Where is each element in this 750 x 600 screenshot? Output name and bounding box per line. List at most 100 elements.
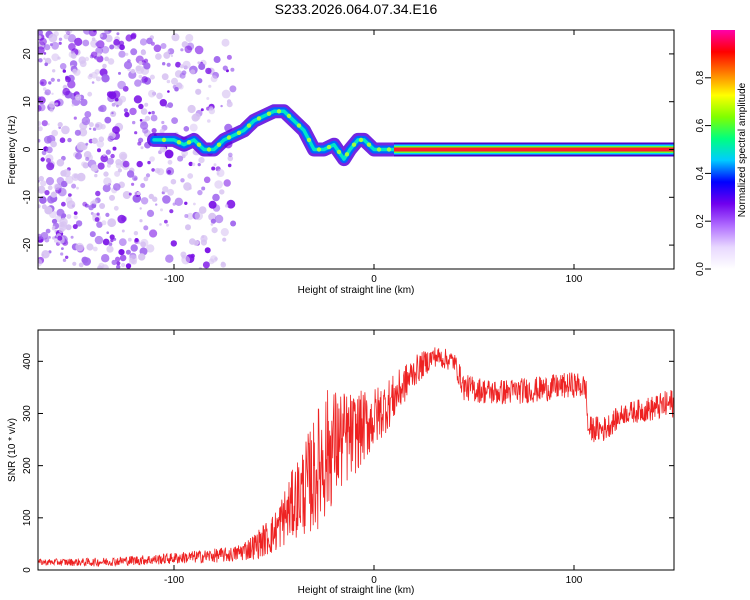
noise-dot [38, 105, 42, 112]
noise-dot [85, 142, 89, 146]
noise-dot [47, 185, 53, 191]
noise-dot [63, 33, 69, 40]
noise-dot [79, 60, 87, 68]
noise-dot [108, 30, 112, 33]
noise-dot [223, 179, 231, 187]
noise-dot [133, 95, 142, 104]
noise-dot [74, 129, 81, 136]
noise-dot [198, 206, 207, 214]
noise-dot [38, 96, 46, 105]
noise-dot [107, 58, 115, 65]
noise-dot [95, 190, 101, 197]
noise-dot [97, 52, 101, 57]
noise-dot [39, 79, 47, 87]
noise-dot [151, 128, 157, 134]
noise-dot [179, 72, 186, 79]
noise-dot [111, 259, 117, 266]
noise-dot [117, 168, 122, 173]
noise-dot [91, 81, 95, 84]
noise-dot [148, 111, 152, 115]
noise-dot [220, 228, 229, 237]
noise-dot [121, 229, 125, 233]
noise-dot [106, 231, 109, 234]
noise-dot [213, 56, 221, 63]
noise-dot [71, 173, 80, 181]
noise-dot [67, 80, 76, 89]
noise-dot [138, 103, 144, 110]
noise-dot [134, 238, 139, 242]
noise-dot [140, 238, 149, 248]
noise-dot [134, 79, 142, 87]
noise-dot [67, 34, 77, 43]
noise-dot [38, 30, 43, 36]
noise-dot [58, 41, 62, 45]
spectrogram-x-label: Height of straight line (km) [298, 285, 415, 296]
noise-dot [187, 104, 196, 114]
noise-dot [56, 177, 65, 185]
noise-dot [113, 183, 121, 191]
noise-dot [106, 245, 114, 253]
ridge-peak [306, 137, 312, 143]
noise-dot [81, 116, 91, 126]
noise-dot [224, 204, 229, 208]
noise-dot [103, 171, 109, 177]
noise-dot [112, 126, 120, 134]
noise-dot [95, 42, 100, 46]
noise-dot [92, 246, 98, 252]
noise-dot [55, 102, 59, 106]
noise-dot [38, 46, 45, 55]
noise-dot [184, 45, 193, 54]
noise-dot [138, 253, 146, 261]
noise-dot [123, 108, 128, 113]
noise-dot [227, 163, 232, 168]
noise-dot [44, 190, 50, 196]
noise-dot [139, 207, 142, 210]
noise-dot [185, 224, 191, 231]
noise-dot [188, 186, 192, 190]
noise-dot [183, 126, 190, 132]
noise-dot [131, 182, 135, 186]
spectrogram-y-label: Frequency (Hz) [7, 116, 18, 185]
snr-x-ticks: -100 0 100 [164, 330, 583, 586]
noise-dot [184, 201, 188, 205]
noise-dot [197, 189, 203, 196]
noise-dot [94, 217, 100, 222]
noise-dot [151, 168, 155, 172]
noise-dot [125, 263, 132, 269]
noise-dot [119, 254, 127, 262]
noise-dot [106, 157, 114, 165]
noise-dot [203, 176, 211, 184]
x-tick-label: -100 [164, 575, 184, 586]
noise-dot [41, 204, 47, 210]
noise-dot [73, 211, 78, 216]
noise-dot [38, 121, 42, 126]
noise-dot [222, 237, 227, 242]
noise-dot [174, 86, 179, 92]
noise-dot [226, 101, 233, 108]
noise-dot [200, 235, 208, 243]
ridge-peak [386, 147, 392, 152]
noise-dot [208, 107, 215, 115]
noise-dot [137, 241, 141, 245]
noise-dot [96, 55, 104, 63]
noise-dot [159, 223, 162, 226]
noise-dot [103, 177, 112, 186]
ridge-peak [358, 137, 364, 143]
noise-dot [89, 127, 92, 130]
noise-dot [50, 191, 57, 198]
noise-dot [198, 63, 206, 70]
noise-dot [193, 113, 201, 121]
band-core [394, 147, 674, 152]
noise-dot [75, 152, 82, 160]
figure-title: S233.2026.064.07.34.E16 [275, 1, 438, 17]
noise-dot [117, 214, 126, 224]
noise-dot [222, 65, 228, 71]
noise-dot [170, 240, 177, 247]
noise-dot [65, 76, 71, 83]
noise-dot [86, 243, 94, 251]
noise-dot [128, 192, 132, 196]
spectrogram-ridge [147, 104, 401, 167]
noise-dot [61, 201, 66, 207]
noise-dot [59, 63, 67, 70]
